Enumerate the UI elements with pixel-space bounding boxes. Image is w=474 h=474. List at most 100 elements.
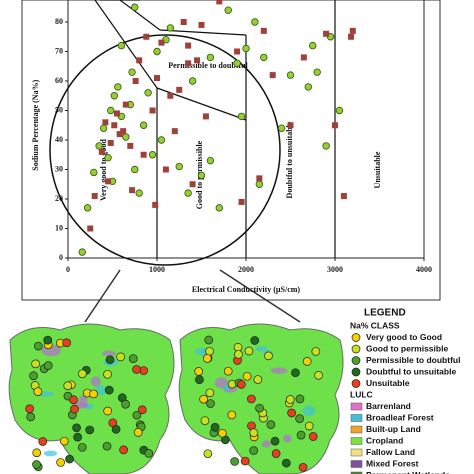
site xyxy=(56,458,65,467)
point xyxy=(148,151,157,159)
site xyxy=(291,368,300,378)
point xyxy=(95,142,103,150)
point xyxy=(166,24,175,32)
site xyxy=(194,367,204,376)
point xyxy=(122,101,129,108)
point xyxy=(234,48,241,55)
y-tick-label: 40 xyxy=(55,135,63,144)
point xyxy=(185,60,192,67)
site xyxy=(29,371,38,381)
point xyxy=(287,122,294,129)
point xyxy=(242,44,250,53)
point xyxy=(132,78,139,84)
site xyxy=(26,412,36,422)
point xyxy=(114,83,122,91)
point xyxy=(237,112,246,121)
site xyxy=(111,424,121,434)
point xyxy=(149,107,156,114)
point xyxy=(251,18,259,26)
point xyxy=(260,53,268,62)
legend-label: Broadleaf Forest xyxy=(366,412,434,422)
site xyxy=(144,449,154,458)
site xyxy=(200,416,210,426)
point xyxy=(167,92,174,99)
point xyxy=(194,57,201,64)
site xyxy=(308,432,318,441)
point xyxy=(98,148,105,155)
site xyxy=(250,336,260,345)
legend-label: Permissible to doubtful xyxy=(366,355,460,365)
point xyxy=(154,75,160,82)
point xyxy=(143,33,150,40)
site xyxy=(78,369,87,379)
legend-swatch xyxy=(351,379,361,388)
site xyxy=(204,335,214,345)
point xyxy=(152,201,159,208)
point xyxy=(110,92,118,100)
point xyxy=(128,68,136,76)
site xyxy=(206,399,215,408)
point xyxy=(323,30,330,37)
point xyxy=(286,71,295,79)
point xyxy=(162,166,169,173)
land-patch xyxy=(90,376,101,387)
point xyxy=(117,41,126,50)
x-tick-label: 1000 xyxy=(149,265,165,274)
range-circle xyxy=(49,34,281,266)
point xyxy=(198,21,205,28)
point xyxy=(313,68,321,76)
land-patch xyxy=(302,405,316,417)
point xyxy=(175,162,183,171)
point xyxy=(116,131,123,138)
point xyxy=(113,110,120,117)
y-axis-label: Sodium Percentage (Na%) xyxy=(31,79,40,170)
site xyxy=(244,346,254,356)
legend-swatch xyxy=(350,425,363,434)
point xyxy=(135,189,143,197)
site xyxy=(102,441,112,451)
point xyxy=(260,27,267,34)
site xyxy=(105,355,115,365)
site xyxy=(233,342,243,352)
point xyxy=(129,187,136,194)
point xyxy=(171,128,178,135)
legend-swatch xyxy=(350,460,363,468)
site xyxy=(287,408,296,418)
legend-swatch xyxy=(350,402,363,411)
site xyxy=(218,428,227,438)
site xyxy=(298,462,308,472)
point xyxy=(176,86,183,93)
site xyxy=(202,354,212,363)
site xyxy=(62,338,72,348)
site xyxy=(77,442,87,452)
region-label: Unsuitable xyxy=(373,151,382,188)
point xyxy=(102,119,109,126)
site xyxy=(295,394,305,404)
point xyxy=(139,121,148,129)
land-patch xyxy=(43,450,58,457)
point xyxy=(180,19,187,25)
frame xyxy=(21,0,441,301)
y-tick-label: 30 xyxy=(55,164,63,173)
site xyxy=(133,428,143,437)
site xyxy=(227,410,237,420)
site xyxy=(247,394,256,404)
point xyxy=(309,41,317,50)
x-tick-label: 2000 xyxy=(238,265,254,274)
point xyxy=(104,153,112,162)
legend-label: Built-up Land xyxy=(366,424,421,434)
legend-label: Mixed Forest xyxy=(366,458,419,468)
point xyxy=(256,175,263,182)
site xyxy=(236,380,246,389)
point xyxy=(335,106,344,115)
site xyxy=(103,406,113,416)
point xyxy=(216,0,223,5)
legend-label: Cropland xyxy=(366,435,403,445)
y-tick-label: 80 xyxy=(55,17,63,26)
point xyxy=(131,3,139,11)
site xyxy=(285,395,295,404)
site xyxy=(31,359,40,369)
site xyxy=(38,437,48,446)
point xyxy=(184,189,192,197)
